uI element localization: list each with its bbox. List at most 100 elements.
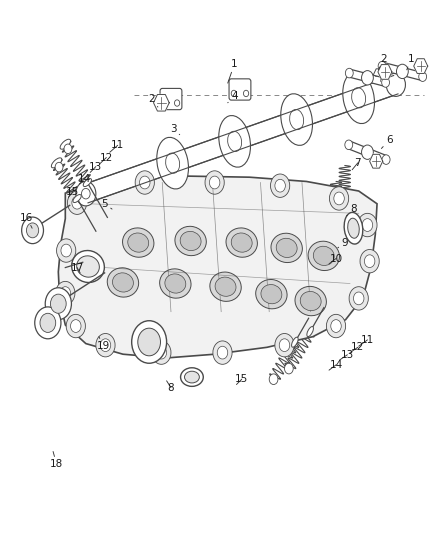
Circle shape bbox=[279, 339, 290, 352]
Circle shape bbox=[71, 320, 81, 333]
Text: 8: 8 bbox=[346, 204, 357, 216]
Text: 1: 1 bbox=[407, 54, 414, 70]
Ellipse shape bbox=[344, 212, 363, 244]
Polygon shape bbox=[153, 94, 169, 111]
Circle shape bbox=[132, 321, 166, 364]
Ellipse shape bbox=[348, 218, 359, 238]
Polygon shape bbox=[348, 141, 387, 164]
Ellipse shape bbox=[352, 87, 366, 108]
Polygon shape bbox=[84, 76, 398, 203]
Ellipse shape bbox=[261, 285, 282, 304]
Ellipse shape bbox=[292, 337, 298, 347]
Text: 17: 17 bbox=[71, 263, 84, 273]
Ellipse shape bbox=[228, 131, 242, 151]
Circle shape bbox=[66, 314, 85, 338]
Circle shape bbox=[21, 217, 43, 244]
Circle shape bbox=[138, 328, 160, 356]
Text: 15: 15 bbox=[235, 374, 248, 384]
Polygon shape bbox=[349, 69, 386, 86]
Ellipse shape bbox=[184, 371, 199, 383]
FancyBboxPatch shape bbox=[229, 79, 251, 100]
Circle shape bbox=[353, 292, 364, 305]
Polygon shape bbox=[381, 62, 424, 80]
Ellipse shape bbox=[166, 153, 180, 173]
Text: 3: 3 bbox=[170, 124, 180, 135]
Circle shape bbox=[275, 334, 294, 357]
Ellipse shape bbox=[343, 72, 374, 124]
Circle shape bbox=[26, 223, 39, 238]
Ellipse shape bbox=[180, 231, 201, 251]
Ellipse shape bbox=[300, 292, 321, 311]
Text: 15: 15 bbox=[66, 187, 79, 197]
Ellipse shape bbox=[175, 227, 206, 256]
Ellipse shape bbox=[231, 233, 252, 252]
Text: 2: 2 bbox=[148, 94, 158, 107]
Ellipse shape bbox=[226, 228, 258, 257]
Circle shape bbox=[174, 100, 180, 106]
Ellipse shape bbox=[113, 273, 134, 292]
Polygon shape bbox=[378, 64, 392, 79]
Ellipse shape bbox=[73, 195, 81, 203]
Circle shape bbox=[419, 72, 427, 82]
Circle shape bbox=[382, 155, 390, 164]
Circle shape bbox=[326, 314, 346, 338]
Polygon shape bbox=[58, 176, 377, 358]
Ellipse shape bbox=[290, 109, 304, 130]
Ellipse shape bbox=[256, 279, 287, 309]
Text: 4: 4 bbox=[228, 91, 237, 103]
Text: 14: 14 bbox=[329, 360, 343, 370]
Ellipse shape bbox=[281, 94, 312, 146]
Circle shape bbox=[362, 219, 373, 231]
Circle shape bbox=[364, 255, 375, 268]
Ellipse shape bbox=[210, 272, 241, 301]
Circle shape bbox=[361, 70, 373, 85]
Text: 18: 18 bbox=[50, 451, 63, 469]
Circle shape bbox=[209, 176, 220, 189]
Text: 10: 10 bbox=[329, 254, 343, 264]
Circle shape bbox=[156, 346, 166, 359]
Circle shape bbox=[381, 78, 389, 87]
Ellipse shape bbox=[77, 256, 99, 277]
Text: 11: 11 bbox=[359, 335, 374, 346]
Ellipse shape bbox=[128, 233, 148, 252]
Circle shape bbox=[213, 341, 232, 365]
Ellipse shape bbox=[180, 368, 203, 386]
Circle shape bbox=[35, 307, 61, 339]
Circle shape bbox=[81, 188, 90, 199]
Circle shape bbox=[231, 90, 237, 96]
Polygon shape bbox=[414, 59, 427, 74]
Circle shape bbox=[96, 334, 115, 357]
Circle shape bbox=[331, 320, 341, 333]
Text: 14: 14 bbox=[78, 174, 91, 184]
Ellipse shape bbox=[60, 139, 71, 149]
Ellipse shape bbox=[51, 158, 62, 168]
Text: 1: 1 bbox=[228, 60, 237, 83]
Ellipse shape bbox=[276, 238, 297, 257]
Ellipse shape bbox=[215, 277, 236, 296]
Circle shape bbox=[346, 68, 353, 78]
Text: 5: 5 bbox=[101, 199, 112, 209]
Ellipse shape bbox=[72, 251, 104, 282]
Text: 2: 2 bbox=[378, 54, 387, 70]
Circle shape bbox=[271, 174, 290, 197]
Circle shape bbox=[55, 163, 63, 172]
Text: 16: 16 bbox=[20, 213, 34, 228]
Circle shape bbox=[76, 181, 96, 206]
Circle shape bbox=[358, 213, 377, 237]
Circle shape bbox=[349, 287, 368, 310]
Circle shape bbox=[135, 171, 154, 194]
Circle shape bbox=[60, 287, 71, 300]
Text: 12: 12 bbox=[100, 152, 113, 164]
Circle shape bbox=[152, 341, 171, 365]
Polygon shape bbox=[373, 69, 387, 84]
Circle shape bbox=[67, 191, 87, 214]
Circle shape bbox=[244, 90, 249, 96]
Text: 13: 13 bbox=[339, 350, 354, 360]
Ellipse shape bbox=[159, 269, 191, 298]
Ellipse shape bbox=[219, 116, 251, 167]
Circle shape bbox=[285, 364, 293, 374]
Text: 13: 13 bbox=[89, 161, 102, 172]
Circle shape bbox=[396, 64, 408, 78]
Circle shape bbox=[345, 140, 353, 150]
Polygon shape bbox=[370, 155, 383, 168]
